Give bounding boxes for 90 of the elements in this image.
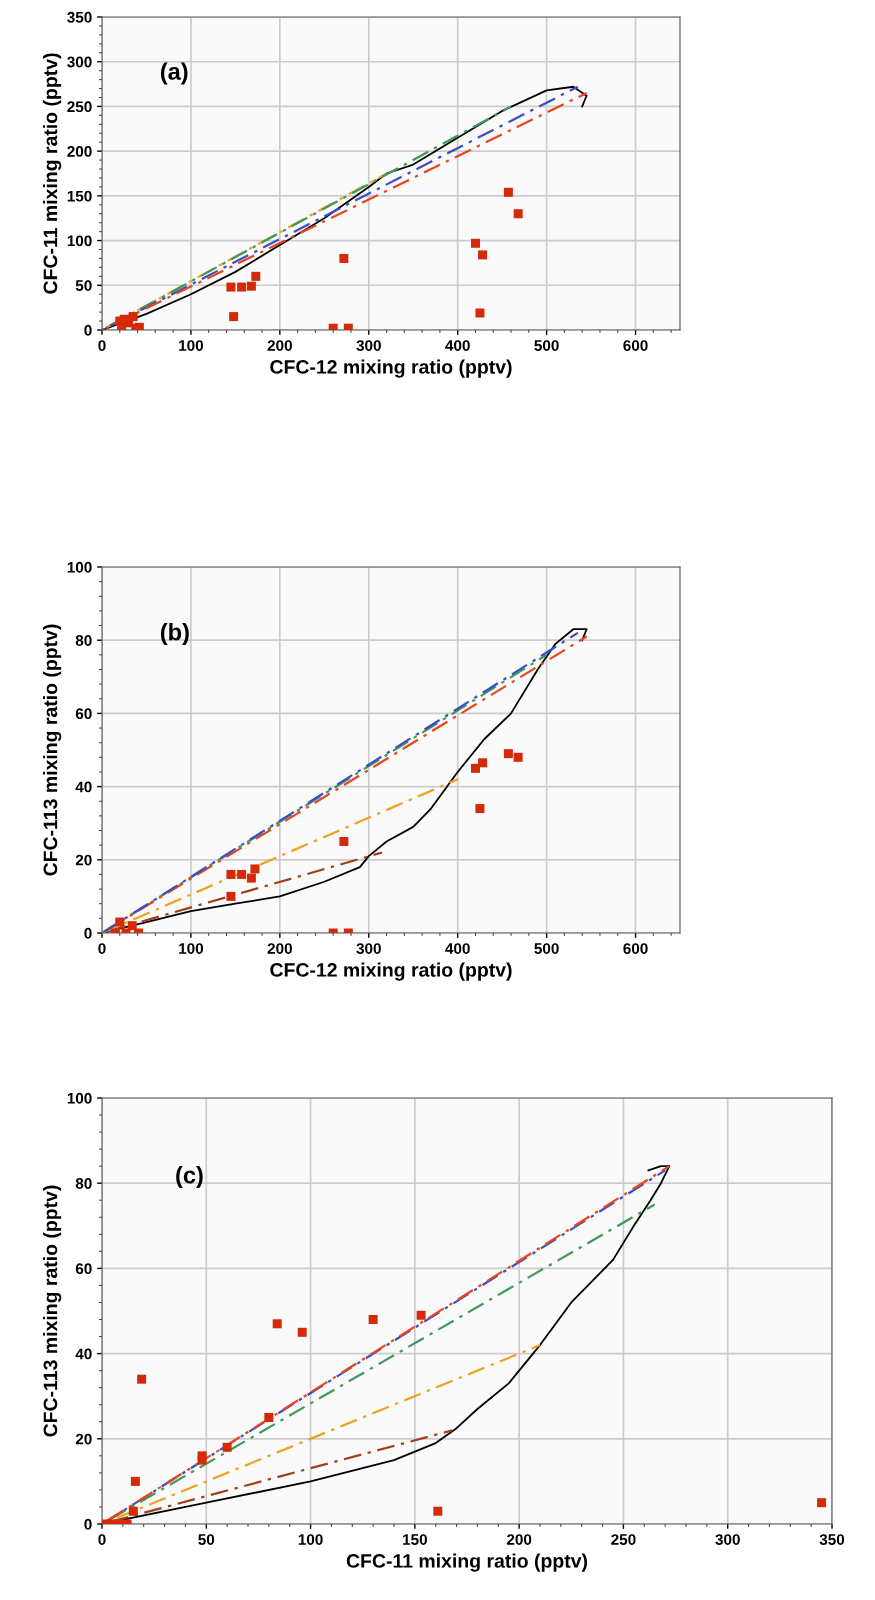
point bbox=[339, 837, 349, 846]
y-tick-label: 60 bbox=[75, 708, 92, 720]
x-tick-label: 200 bbox=[506, 1534, 532, 1545]
y-tick-label: 350 bbox=[67, 11, 92, 23]
point bbox=[475, 308, 485, 318]
y-tick-label: 50 bbox=[75, 280, 92, 291]
y-tick-label: 60 bbox=[75, 1263, 92, 1275]
point bbox=[433, 1506, 443, 1516]
y-tick-label: 200 bbox=[67, 146, 92, 157]
point bbox=[478, 250, 488, 260]
point bbox=[137, 1374, 147, 1384]
point bbox=[237, 869, 247, 879]
x-tick-label: 150 bbox=[403, 1534, 427, 1545]
x-tick-label: 300 bbox=[715, 1534, 740, 1545]
y-tick-label: 40 bbox=[75, 781, 92, 793]
point bbox=[226, 282, 236, 292]
point bbox=[246, 873, 256, 883]
x-axis-title: CFC-12 mixing ratio (pptv) bbox=[270, 962, 512, 981]
x-tick-label: 400 bbox=[445, 340, 470, 351]
y-axis-title: CFC-113 mixing ratio (pptv) bbox=[43, 624, 62, 876]
y-tick-label: 100 bbox=[67, 1092, 92, 1104]
y-tick-label: 0 bbox=[84, 324, 92, 336]
point bbox=[297, 1327, 307, 1337]
point bbox=[416, 1310, 426, 1320]
point bbox=[470, 238, 480, 248]
point bbox=[503, 187, 513, 197]
point bbox=[226, 891, 236, 901]
x-tick-label: 600 bbox=[623, 340, 648, 351]
x-tick-label: 350 bbox=[819, 1534, 845, 1545]
point bbox=[130, 1476, 140, 1486]
y-axis-title: CFC-11 mixing ratio (pptv) bbox=[43, 53, 62, 294]
point bbox=[128, 1506, 138, 1516]
point bbox=[264, 1413, 274, 1422]
point bbox=[251, 271, 261, 281]
x-tick-label: 200 bbox=[267, 943, 292, 954]
point bbox=[127, 921, 137, 931]
x-tick-label: 100 bbox=[298, 1534, 323, 1545]
point bbox=[246, 281, 256, 291]
y-tick-label: 20 bbox=[75, 1433, 92, 1445]
point bbox=[226, 869, 236, 879]
point bbox=[197, 1455, 207, 1465]
point bbox=[470, 763, 480, 773]
point bbox=[339, 253, 349, 263]
point bbox=[817, 1498, 827, 1508]
point bbox=[250, 864, 260, 874]
y-tick-label: 20 bbox=[75, 854, 92, 866]
y-tick-label: 100 bbox=[67, 561, 92, 573]
y-tick-label: 80 bbox=[75, 1178, 92, 1189]
y-tick-label: 40 bbox=[75, 1348, 92, 1360]
x-tick-label: 400 bbox=[445, 943, 470, 954]
point bbox=[343, 323, 353, 330]
x-tick-label: 300 bbox=[356, 943, 381, 954]
y-tick-label: 0 bbox=[84, 927, 92, 939]
y-tick-label: 80 bbox=[75, 635, 92, 646]
x-tick-label: 50 bbox=[198, 1534, 215, 1545]
point bbox=[237, 282, 247, 292]
y-tick-label: 250 bbox=[67, 101, 92, 113]
point bbox=[503, 749, 513, 759]
annotation: (a) bbox=[160, 62, 188, 85]
x-tick-label: 0 bbox=[98, 340, 106, 351]
point bbox=[229, 312, 239, 322]
x-tick-label: 250 bbox=[611, 1534, 636, 1545]
point bbox=[513, 209, 523, 219]
point bbox=[272, 1319, 282, 1329]
point bbox=[222, 1442, 232, 1452]
x-axis-title: CFC-11 mixing ratio (pptv) bbox=[346, 1553, 588, 1572]
annotation: (b) bbox=[160, 623, 189, 646]
y-tick-label: 150 bbox=[67, 190, 92, 202]
annotation: (c) bbox=[176, 1166, 203, 1189]
point bbox=[128, 312, 138, 322]
point bbox=[115, 917, 125, 927]
x-tick-label: 600 bbox=[623, 943, 648, 954]
y-tick-label: 300 bbox=[67, 56, 92, 68]
y-axis-title: CFC-113 mixing ratio (pptv) bbox=[43, 1185, 62, 1437]
point bbox=[475, 804, 485, 814]
x-tick-label: 0 bbox=[98, 1534, 106, 1545]
x-tick-label: 500 bbox=[534, 943, 559, 954]
point bbox=[328, 323, 338, 330]
point bbox=[478, 758, 488, 768]
x-tick-label: 500 bbox=[534, 340, 559, 351]
x-tick-label: 300 bbox=[356, 340, 381, 351]
x-tick-label: 200 bbox=[267, 340, 292, 351]
x-tick-label: 100 bbox=[179, 943, 204, 954]
x-axis-title: CFC-12 mixing ratio (pptv) bbox=[270, 359, 512, 378]
point bbox=[513, 752, 523, 762]
point bbox=[368, 1315, 378, 1325]
y-tick-label: 0 bbox=[84, 1518, 92, 1530]
x-tick-label: 100 bbox=[179, 340, 204, 351]
y-tick-label: 100 bbox=[67, 235, 92, 247]
x-tick-label: 0 bbox=[98, 943, 106, 954]
